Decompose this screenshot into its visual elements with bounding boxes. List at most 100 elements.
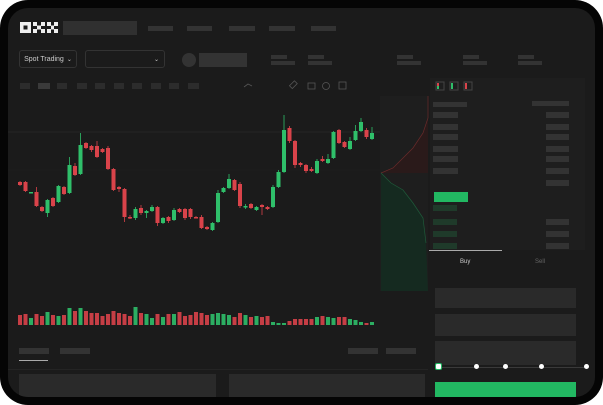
volume-bar <box>56 316 61 325</box>
candle-body <box>337 130 341 143</box>
candlestick-chart[interactable] <box>8 8 428 348</box>
timeframe-button[interactable] <box>77 83 87 89</box>
timeframe-button[interactable] <box>132 83 142 89</box>
candle-body <box>227 179 231 188</box>
timeframe-button[interactable] <box>20 83 30 89</box>
okx-logo[interactable] <box>20 22 58 34</box>
candle-body <box>73 166 77 175</box>
volume-bar <box>78 308 83 325</box>
orderbook-asks-icon[interactable] <box>463 81 473 91</box>
volume-bar <box>106 314 110 325</box>
tab-order-history[interactable] <box>60 348 90 354</box>
volume-bar <box>51 315 55 325</box>
price-input[interactable] <box>435 288 576 308</box>
candle-body <box>205 227 209 229</box>
volume-bar <box>342 317 347 325</box>
timeframe-button[interactable] <box>57 83 67 89</box>
candle-body <box>298 163 303 165</box>
timeframe-button[interactable] <box>151 83 161 89</box>
candle-body <box>254 207 259 210</box>
camera-icon[interactable] <box>307 82 316 90</box>
nav-item[interactable] <box>311 26 336 31</box>
amount-input[interactable] <box>435 314 576 336</box>
total-input[interactable] <box>435 341 576 365</box>
candle-body <box>89 146 94 150</box>
pair-select[interactable]: ⌄ <box>85 50 165 68</box>
volume-bar <box>177 312 182 325</box>
timeframe-button[interactable] <box>188 83 199 89</box>
settings-icon[interactable] <box>322 82 330 90</box>
candle-body <box>331 132 336 158</box>
volume-bar <box>232 317 237 325</box>
nav-item[interactable] <box>269 26 295 31</box>
candle-body <box>221 188 226 192</box>
orderbook-both-icon[interactable] <box>435 81 445 91</box>
spot-trading-button[interactable]: Spot Trading ⌄ <box>19 50 77 68</box>
fullscreen-icon[interactable] <box>338 81 347 90</box>
nav-item[interactable] <box>187 26 212 31</box>
candle-body <box>172 210 176 220</box>
volume-bar <box>370 322 374 325</box>
stat-label <box>308 55 324 59</box>
volume-bar <box>111 311 116 325</box>
volume-bar <box>29 318 33 325</box>
search-bar[interactable] <box>63 21 137 35</box>
volume-bar <box>227 315 231 325</box>
candle-body <box>84 143 88 148</box>
volume-bar <box>67 308 72 325</box>
orderbook-header <box>532 101 569 106</box>
ask-size <box>546 124 569 130</box>
nav-item[interactable] <box>148 26 173 31</box>
candle-body <box>155 207 160 223</box>
volume-bar <box>122 314 127 325</box>
ask-price <box>433 146 458 152</box>
filter-button[interactable] <box>348 348 378 354</box>
line-icon[interactable] <box>243 83 253 88</box>
candle-body <box>161 218 165 223</box>
bid-price <box>433 219 457 225</box>
ask-price <box>433 112 458 118</box>
volume-bar <box>199 313 204 325</box>
tab-open-orders[interactable] <box>19 348 49 354</box>
stat-value <box>397 61 421 65</box>
candle-body <box>29 192 33 194</box>
timeframe-button[interactable] <box>114 83 124 89</box>
timeframe-button[interactable] <box>38 83 50 89</box>
ask-price <box>433 168 458 174</box>
slider-handle[interactable] <box>435 363 442 370</box>
ask-size <box>546 146 569 152</box>
candle-body <box>293 141 297 165</box>
slider-stop-75[interactable] <box>539 364 544 369</box>
volume-bar <box>221 314 226 325</box>
buy-submit-button[interactable] <box>435 382 576 397</box>
slider-stop-100[interactable] <box>584 364 589 369</box>
chevron-down-icon: ⌄ <box>153 56 159 63</box>
ruler-icon[interactable] <box>288 80 298 90</box>
nav-item[interactable] <box>229 26 255 31</box>
volume-bar <box>298 319 303 325</box>
volume-bar <box>320 316 325 325</box>
active-tab-underline <box>19 360 48 361</box>
candle-body <box>139 208 143 213</box>
candle-body <box>276 172 281 187</box>
filter-button[interactable] <box>386 348 416 354</box>
volume-bar <box>166 314 171 325</box>
timeframe-button[interactable] <box>169 83 179 89</box>
candle-body <box>249 204 253 208</box>
volume-bar <box>249 317 253 325</box>
volume-bar <box>139 313 143 325</box>
tab-buy[interactable]: Buy <box>460 259 471 265</box>
candle-body <box>260 205 264 207</box>
volume-bar <box>117 313 121 325</box>
candle-body <box>238 184 242 206</box>
volume-bar <box>216 313 220 325</box>
volume-bar <box>128 316 132 325</box>
candle-body <box>309 169 314 171</box>
tab-sell[interactable]: Sell <box>535 259 546 265</box>
timeframe-button[interactable] <box>95 83 105 89</box>
volume-bar <box>238 313 242 325</box>
slider-stop-25[interactable] <box>474 364 479 369</box>
slider-stop-50[interactable] <box>503 364 508 369</box>
amount-slider[interactable] <box>438 365 588 371</box>
orderbook-bids-icon[interactable] <box>449 81 459 91</box>
